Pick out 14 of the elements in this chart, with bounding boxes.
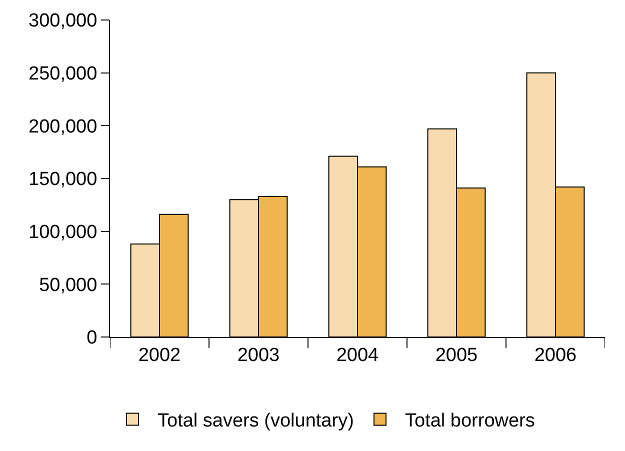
x-tick-label: 2004 xyxy=(336,344,380,366)
x-tick-label: 2005 xyxy=(435,344,478,366)
y-tick-label: 50,000 xyxy=(39,274,98,296)
y-tick-label: 300,000 xyxy=(28,10,98,32)
y-tick-label: 100,000 xyxy=(28,222,98,243)
x-tick-label: 2003 xyxy=(237,344,280,366)
x-tick-label: 2002 xyxy=(138,344,181,366)
y-tick-label: 0 xyxy=(86,328,98,349)
x-tick-label: 2006 xyxy=(534,344,577,366)
y-tick-label: 150,000 xyxy=(28,169,98,190)
legend-label: Total borrowers xyxy=(405,410,535,432)
y-tick-label: 200,000 xyxy=(28,116,98,138)
legend-label: Total savers (voluntary) xyxy=(158,410,354,432)
y-tick-label: 250,000 xyxy=(28,63,98,84)
